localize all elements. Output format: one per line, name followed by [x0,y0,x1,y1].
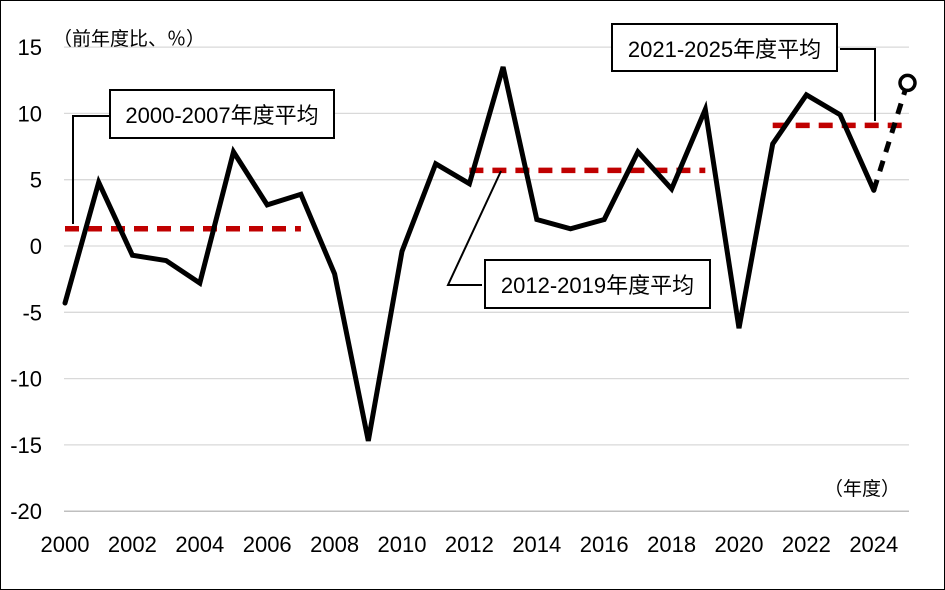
y-tick-label: -10 [10,367,42,392]
x-tick-label: 2022 [782,532,831,557]
x-tick-label: 2018 [647,532,696,557]
x-tick-label: 2000 [41,532,90,557]
forecast-dashed-line [871,82,910,192]
callout-line-2021-2025 [840,48,876,121]
y-tick-label: 10 [18,101,42,126]
series-polyline [62,66,877,442]
annotation-box-2000-2007-average: 2000-2007年度平均 [109,89,335,139]
average-dashed-lines [65,122,908,232]
y-tick-label: 15 [18,35,42,60]
y-tick-label: -5 [22,300,42,325]
x-axis-tick-labels: 2000 2002 2004 2006 2008 2010 2012 2014 2016 2018… [41,532,899,557]
annotation-callout-lines [72,48,876,286]
y-tick-label: -15 [10,433,42,458]
annotation-box-2012-2019-average: 2012-2019年度平均 [484,259,711,309]
y-axis-tick-labels: 15 10 5 0 -5 -10 -15 -20 [10,35,42,524]
x-tick-label: 2004 [175,532,224,557]
y-axis-unit-label: （前年度比、％） [53,29,206,50]
annotation-box-2021-2025-average: 2021-2025年度平均 [611,23,838,72]
x-tick-label: 2010 [378,532,427,557]
x-tick-label: 2012 [445,532,494,557]
y-tick-label: 0 [30,234,42,259]
x-axis-unit-label: （年度） [824,479,901,500]
forecast-open-circle-marker [898,73,917,93]
x-tick-label: 2014 [512,532,561,557]
x-tick-label: 2020 [715,532,764,557]
callout-line-2012-2019 [446,170,502,286]
x-tick-label: 2024 [849,532,898,557]
data-series-line [62,66,917,442]
callout-line-2000-2007 [72,115,109,224]
x-tick-label: 2008 [310,532,359,557]
y-tick-label: -20 [10,499,42,524]
x-tick-label: 2002 [108,532,157,557]
y-tick-label: 5 [30,168,42,193]
x-tick-label: 2006 [243,532,292,557]
x-tick-label: 2016 [580,532,629,557]
